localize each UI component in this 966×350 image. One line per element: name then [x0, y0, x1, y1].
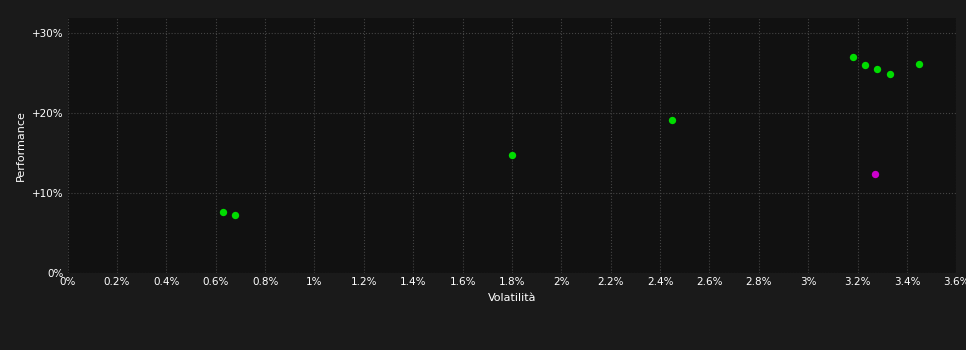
Point: [867, 171, 883, 177]
Y-axis label: Performance: Performance: [16, 110, 26, 181]
Point: [215, 210, 231, 215]
Point: [882, 71, 897, 77]
Point: [845, 54, 861, 60]
X-axis label: Volatilità: Volatilità: [488, 293, 536, 303]
Point: [857, 62, 872, 68]
Point: [504, 152, 520, 158]
Point: [228, 212, 243, 217]
Point: [912, 61, 927, 66]
Point: [665, 118, 680, 123]
Point: [869, 66, 885, 72]
